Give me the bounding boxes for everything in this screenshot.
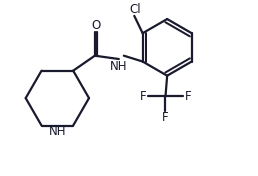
Text: Cl: Cl [129, 3, 141, 16]
Text: F: F [185, 90, 191, 103]
Text: NH: NH [49, 125, 66, 138]
Text: O: O [91, 18, 100, 32]
Text: F: F [162, 111, 169, 124]
Text: NH: NH [110, 60, 128, 73]
Text: F: F [140, 90, 146, 103]
